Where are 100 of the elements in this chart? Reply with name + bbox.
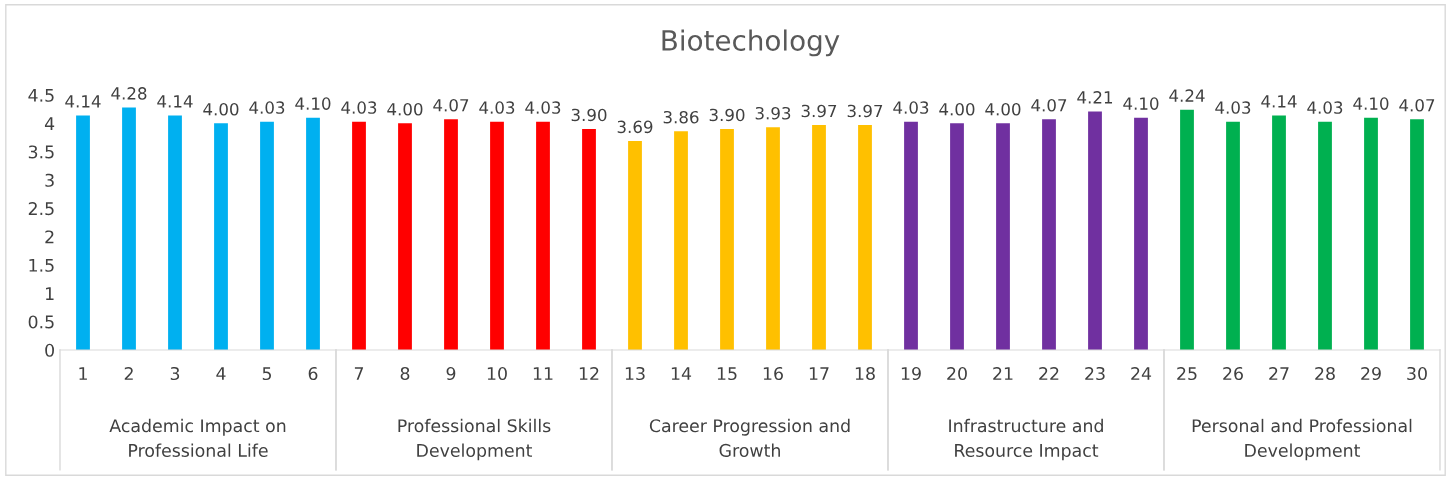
data-label: 4.03 [341,101,377,114]
data-label: 4.10 [1123,97,1159,110]
data-label: 4.14 [1261,95,1297,108]
x-tick-label: 29 [1361,366,1381,381]
bar [398,123,412,350]
data-label: 4.03 [525,101,561,114]
x-tick-label: 5 [262,367,272,381]
bar [444,119,458,350]
x-tick-label: 13 [625,366,645,381]
y-tick-label: 2 [45,230,54,244]
y-tick-label: 0.5 [28,315,54,329]
x-tick-label: 2 [124,366,133,380]
y-tick-label: 3.5 [28,145,54,159]
bar [904,121,918,350]
bar [720,129,734,350]
bar [950,123,964,350]
data-label: 4.28 [111,87,147,100]
y-tick-label: 1.5 [29,258,54,272]
bar [1272,115,1286,350]
data-label: 3.90 [709,108,745,122]
x-tick-label: 26 [1223,366,1243,381]
bar [812,125,826,350]
x-tick-label: 16 [763,366,783,381]
y-tick-label: 1 [46,287,54,300]
x-tick-label: 11 [533,367,553,380]
x-tick-label: 18 [855,366,875,381]
bar [536,121,550,350]
bar [766,127,780,350]
text: Professional Skills Development [398,418,551,461]
bar [214,123,228,350]
data-label: 4.03 [479,101,515,114]
x-tick-label: 14 [671,367,692,380]
bar [1180,109,1194,350]
x-tick-label: 6 [308,366,318,381]
bar [1134,117,1148,350]
data-label: 4.14 [157,95,193,108]
data-label: 4.07 [1031,99,1067,112]
data-label: 4.10 [295,97,331,110]
x-tick-label: 21 [993,366,1013,380]
bar [674,131,688,350]
data-label: 4.07 [433,99,469,112]
x-tick-label: 4 [216,367,226,380]
x-tick-label: 10 [487,366,507,381]
x-tick-label: 25 [1177,366,1197,381]
y-tick-label: 4.5 [28,88,54,102]
x-tick-label: 17 [809,367,829,380]
chart-title: Biotechology [662,29,840,57]
x-tick-label: 8 [400,366,410,381]
bar [260,121,274,350]
bar [858,125,872,350]
data-label: 4.03 [1307,101,1343,114]
bar [1410,119,1424,350]
bar [122,107,136,350]
bar [1226,121,1240,350]
x-tick-label: 22 [1039,366,1059,380]
data-label: 4.00 [387,102,423,116]
data-label: 3.93 [755,106,791,120]
data-label: 3.86 [663,110,699,124]
data-label: 4.14 [65,95,101,108]
bar [996,123,1010,350]
bar [306,117,320,350]
text: Infrastructure and Resource Impact [949,418,1103,461]
x-tick-label: 27 [1269,366,1289,380]
data-label: 3.97 [801,104,837,118]
x-tick-label: 9 [446,366,456,381]
data-label: 4.00 [939,102,975,116]
text: Academic Impact on Professional Life [109,418,286,458]
data-label: 3.69 [617,120,653,134]
y-tick-label: 0 [45,343,54,357]
x-tick-label: 28 [1315,366,1335,381]
data-label: 4.03 [249,101,285,114]
bar [168,115,182,350]
data-label: 3.90 [571,108,607,122]
bar [352,121,366,350]
data-label: 4.00 [985,102,1021,116]
data-label: 4.03 [893,101,929,114]
x-tick-label: 1 [79,367,87,380]
bar [1364,117,1378,350]
x-tick-label: 19 [901,366,921,381]
bar [628,140,642,350]
x-tick-label: 7 [354,367,364,380]
bar [490,121,504,350]
y-tick-label: 2.5 [28,202,54,216]
x-tick-label: 20 [947,366,967,381]
x-tick-label: 23 [1085,366,1105,381]
data-label: 4.10 [1353,97,1389,110]
y-tick-label: 3 [45,173,54,187]
data-label: 4.24 [1169,89,1205,102]
x-tick-label: 3 [170,366,180,381]
text: Personal and Professional Development [1192,418,1412,461]
bar [1088,111,1102,350]
data-label: 4.21 [1077,91,1113,104]
text: Career Progression and Growth [649,418,850,458]
x-tick-label: 12 [579,366,599,380]
bar [582,129,596,350]
bar [1042,119,1056,350]
data-label: 4.03 [1215,101,1251,114]
data-label: 4.07 [1399,99,1435,112]
bar [1318,121,1332,350]
bar [76,115,90,350]
